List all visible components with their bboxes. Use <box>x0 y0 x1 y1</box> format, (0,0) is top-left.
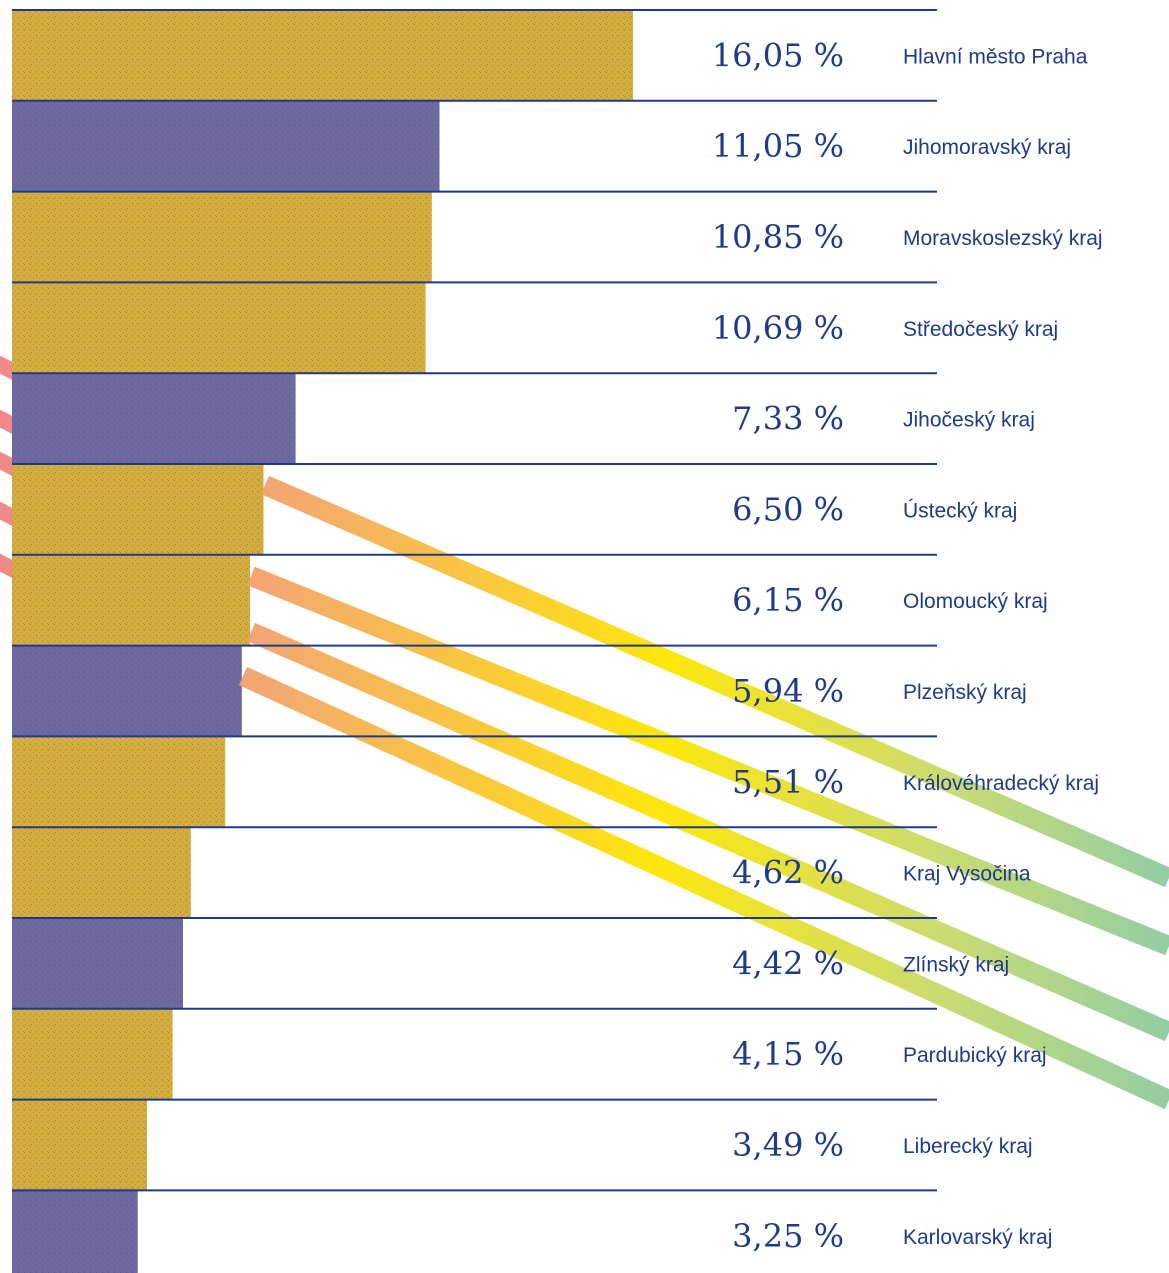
bar-texture-5 <box>12 464 264 555</box>
bar-texture-2 <box>12 191 432 283</box>
value-label: 5,94 % <box>732 672 844 710</box>
decorative-stripe <box>247 622 1169 1042</box>
value-label: 4,42 % <box>732 944 844 982</box>
value-label: 7,33 % <box>732 400 844 438</box>
category-label: Jihomoravský kraj <box>903 136 1071 159</box>
decorative-stripe <box>238 666 1169 1110</box>
category-label: Zlínský kraj <box>903 953 1009 976</box>
bar-texture-9 <box>12 827 191 918</box>
bar-texture-11 <box>12 1008 173 1100</box>
bar-texture-1 <box>12 100 440 192</box>
bar-texture-3 <box>12 282 426 374</box>
bar-texture-8 <box>12 736 226 828</box>
category-label: Hlavní město Praha <box>903 45 1088 68</box>
row-dividers <box>12 9 937 1192</box>
bar-texture-7 <box>12 645 242 737</box>
value-label: 4,15 % <box>732 1035 844 1073</box>
category-label: Jihočeský kraj <box>903 409 1035 432</box>
decorative-stripe <box>261 475 1169 888</box>
bar-texture-13 <box>12 1190 138 1273</box>
value-label: 5,51 % <box>732 763 844 801</box>
bar-texture-4 <box>12 373 296 464</box>
value-label: 16,05 % <box>712 36 844 74</box>
value-label: 3,25 % <box>732 1217 844 1255</box>
bar-texture-10 <box>12 918 183 1009</box>
category-label: Kraj Vysočina <box>903 863 1031 886</box>
value-label: 10,85 % <box>712 218 844 256</box>
category-label: Královéhradecký kraj <box>903 772 1099 795</box>
decorative-stripe <box>247 566 1169 956</box>
labels-group: 16,05 % Hlavní město Praha 11,05 % Jihomora… <box>712 36 1103 1254</box>
value-label: 3,49 % <box>732 1126 844 1164</box>
category-label: Moravskoslezský kraj <box>903 227 1103 250</box>
value-label: 6,15 % <box>732 581 844 619</box>
value-label: 11,05 % <box>712 127 844 165</box>
category-label: Olomoucký kraj <box>903 590 1048 613</box>
value-label: 4,62 % <box>732 854 844 892</box>
category-label: Plzeňský kraj <box>903 681 1027 704</box>
bar-texture-6 <box>12 554 250 646</box>
category-label: Pardubický kraj <box>903 1044 1047 1067</box>
value-label: 6,50 % <box>732 490 844 528</box>
bars-group <box>12 10 633 1273</box>
decorative-stripes-right <box>238 475 1169 1110</box>
bar-texture-0 <box>12 10 633 101</box>
category-label: Ústecký kraj <box>903 499 1017 522</box>
category-label: Středočeský kraj <box>903 318 1058 341</box>
category-label: Karlovarský kraj <box>903 1226 1052 1249</box>
category-label: Liberecký kraj <box>903 1135 1033 1158</box>
bar-texture-12 <box>12 1099 147 1191</box>
value-label: 10,69 % <box>712 309 844 347</box>
